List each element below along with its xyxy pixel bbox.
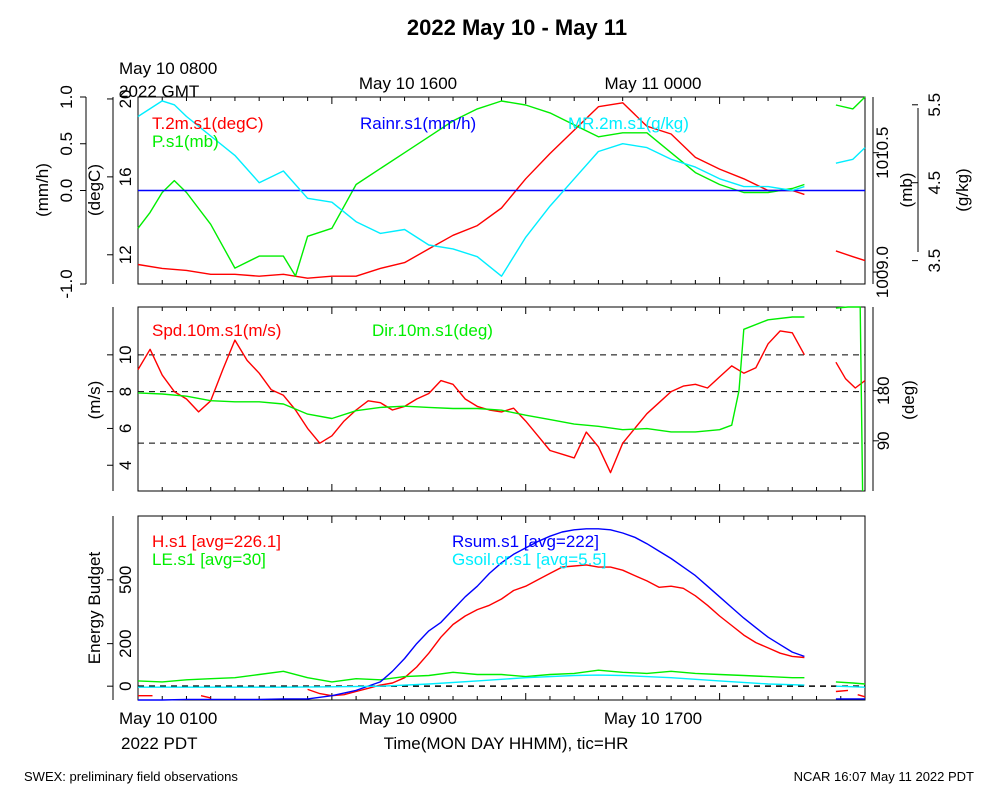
- series-line-gsoil-cr-s1-avg-5-5-segment-1: [835, 685, 866, 688]
- speed-axis-tick-label: 4: [116, 461, 135, 470]
- legend-pressure: P.s1(mb): [152, 132, 219, 151]
- middle-panel: (m/s) (deg) 4 6 8 10 90 180 Spd.10m.s1(m/s) D…: [85, 306, 918, 492]
- legend-wind-speed: Spd.10m.s1(m/s): [152, 321, 281, 340]
- series-line-h-s1-avg-226-1-segment-3: [835, 689, 849, 693]
- direction-axis-tick-label: 90: [874, 431, 893, 450]
- series-line-dir-10m-s1-deg-segment-1: [835, 306, 864, 492]
- series-line-t-2m-s1-degc-segment-1: [835, 250, 866, 262]
- energy-axis-tick-label: 0: [116, 681, 135, 690]
- series-line-mr-2m-s1-g-kg-segment-0: [137, 100, 805, 277]
- series-line-gsoil-cr-s1-avg-5-5-segment-0: [138, 674, 805, 688]
- series-line-h-s1-avg-226-1-segment-4: [857, 694, 866, 698]
- footer-right-note: NCAR 16:07 May 11 2022 PDT: [794, 769, 974, 784]
- energy-axis-tick-label: 200: [116, 629, 135, 657]
- pressure-axis-tick-label: 1009.0: [873, 246, 892, 298]
- series-line-p-s1-mb-segment-0: [137, 100, 805, 277]
- series-line-t-2m-s1-degc-segment-0: [137, 102, 805, 279]
- series-line-dir-10m-s1-deg-segment-0: [137, 316, 805, 433]
- speed-axis-label: (m/s): [85, 381, 104, 420]
- legend-temperature: T.2m.s1(degC): [152, 114, 263, 133]
- legend-radiation-sum: Rsum.s1 [avg=222]: [452, 532, 599, 551]
- pdt-mid-label: May 10 0900: [359, 709, 457, 728]
- mr-axis-tick-label: 5.5: [925, 93, 944, 117]
- bottom-series-group: [137, 528, 866, 701]
- gmt-start-label: May 10 0800: [119, 59, 217, 78]
- x-axis-title: Time(MON DAY HHMM), tic=HR: [384, 734, 629, 753]
- series-line-p-s1-mb-segment-1: [835, 96, 866, 110]
- bottom-panel: Energy Budget 0 200 500 H.s1 [avg=226.1] L…: [85, 516, 866, 701]
- speed-axis-tick-label: 10: [116, 345, 135, 364]
- pdt-end-label: May 10 1700: [604, 709, 702, 728]
- energy-axis-label: Energy Budget: [85, 551, 104, 664]
- legend-soil-heat: Gsoil.cr.s1 [avg=5.5]: [452, 550, 607, 569]
- speed-axis-tick-label: 8: [116, 387, 135, 396]
- temp-axis-tick-label: 16: [116, 167, 135, 186]
- energy-axis-tick-label: 500: [116, 566, 135, 594]
- pdt-start-year-label: 2022 PDT: [121, 734, 198, 753]
- rain-axis-label: (mm/h): [33, 163, 52, 217]
- mr-axis-tick-label: 3.5: [925, 249, 944, 273]
- series-line-spd-10m-s1-m-s-segment-1: [835, 361, 866, 389]
- top-right-axes: (mb) (g/kg): [872, 97, 972, 284]
- pressure-axis-label: (mb): [897, 173, 916, 208]
- top-series-group: [137, 96, 866, 279]
- legend-sensible-heat: H.s1 [avg=226.1]: [152, 532, 281, 551]
- middle-reference-lines: [138, 354, 865, 444]
- temp-axis-tick-label: 20: [116, 89, 135, 108]
- legend-wind-direction: Dir.10m.s1(deg): [372, 321, 493, 340]
- series-line-le-s1-avg-30-segment-0: [137, 669, 805, 683]
- legend-latent-heat: LE.s1 [avg=30]: [152, 550, 266, 569]
- series-line-h-s1-avg-226-1-segment-2: [307, 564, 805, 697]
- mr-axis-tick-label: 4.5: [925, 171, 944, 195]
- rain-axis-tick-label: -1.0: [57, 269, 76, 298]
- direction-axis-tick-label: 180: [874, 376, 893, 404]
- series-line-rsum-s1-avg-222-segment-0: [138, 528, 805, 701]
- chart-title: 2022 May 10 - May 11: [407, 15, 627, 40]
- pressure-axis-tick-label: 1010.5: [873, 127, 892, 179]
- middle-series-group: [137, 306, 866, 492]
- footer-left-note: SWEX: preliminary field observations: [24, 769, 238, 784]
- rain-axis-tick-label: 1.0: [57, 85, 76, 109]
- gmt-start-year-label: 2022 GMT: [119, 82, 199, 101]
- pdt-start-label: May 10 0100: [119, 709, 217, 728]
- rain-axis-tick-label: 0.0: [57, 179, 76, 203]
- legend-rain-rate: Rainr.s1(mm/h): [360, 114, 476, 133]
- mr-axis-label: (g/kg): [953, 168, 972, 211]
- speed-axis-tick-label: 6: [116, 424, 135, 433]
- rain-axis-tick-label: 0.5: [57, 132, 76, 156]
- legend-mixing-ratio: MR.2m.s1(g/kg): [568, 114, 689, 133]
- top-tick-labels: -1.0 0.0 0.5 1.0 12 16 20 1009.0 1010.5 3.5 4.5 5.5: [57, 85, 944, 298]
- middle-tick-labels: 4 6 8 10 90 180: [107, 307, 893, 491]
- gmt-end-label: May 11 0000: [604, 74, 701, 93]
- temp-axis-tick-label: 12: [116, 245, 135, 264]
- series-line-le-s1-avg-30-segment-1: [835, 681, 866, 685]
- gmt-mid-label: May 10 1600: [359, 74, 457, 93]
- series-line-h-s1-avg-226-1-segment-1: [200, 695, 211, 699]
- series-line-spd-10m-s1-m-s-segment-0: [137, 330, 806, 474]
- series-line-mr-2m-s1-g-kg-segment-1: [835, 147, 866, 164]
- temp-axis-label: (degC): [85, 164, 104, 216]
- direction-axis-label: (deg): [899, 380, 918, 420]
- top-panel: (mm/h) (degC) (mb) (g/kg) -1.0 0.0 0.5 1.0 1…: [33, 85, 972, 298]
- bottom-tick-labels: 0 200 500: [107, 516, 842, 700]
